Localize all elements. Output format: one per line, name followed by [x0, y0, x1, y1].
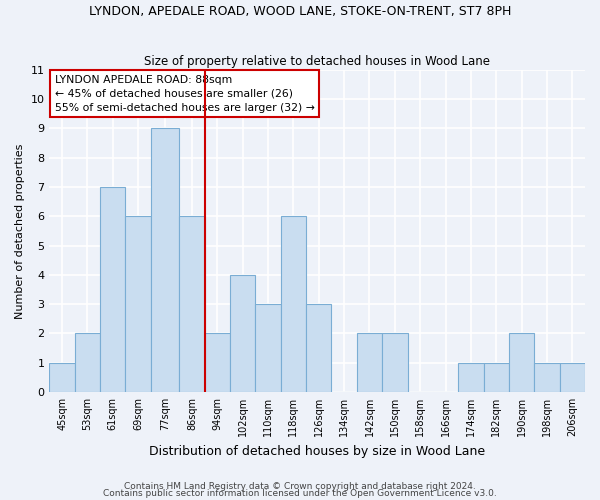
- Bar: [256, 304, 281, 392]
- Text: LYNDON APEDALE ROAD: 88sqm
← 45% of detached houses are smaller (26)
55% of semi: LYNDON APEDALE ROAD: 88sqm ← 45% of deta…: [55, 74, 314, 112]
- Bar: [357, 334, 382, 392]
- Bar: [179, 216, 205, 392]
- Bar: [230, 275, 256, 392]
- Bar: [205, 334, 230, 392]
- Bar: [75, 334, 100, 392]
- Bar: [100, 187, 125, 392]
- Title: Size of property relative to detached houses in Wood Lane: Size of property relative to detached ho…: [144, 56, 490, 68]
- Bar: [509, 334, 534, 392]
- Text: LYNDON, APEDALE ROAD, WOOD LANE, STOKE-ON-TRENT, ST7 8PH: LYNDON, APEDALE ROAD, WOOD LANE, STOKE-O…: [89, 5, 511, 18]
- Bar: [49, 362, 75, 392]
- Text: Contains public sector information licensed under the Open Government Licence v3: Contains public sector information licen…: [103, 489, 497, 498]
- X-axis label: Distribution of detached houses by size in Wood Lane: Distribution of detached houses by size …: [149, 444, 485, 458]
- Bar: [382, 334, 407, 392]
- Y-axis label: Number of detached properties: Number of detached properties: [15, 143, 25, 318]
- Bar: [281, 216, 306, 392]
- Bar: [534, 362, 560, 392]
- Bar: [151, 128, 179, 392]
- Bar: [484, 362, 509, 392]
- Bar: [560, 362, 585, 392]
- Bar: [125, 216, 151, 392]
- Text: Contains HM Land Registry data © Crown copyright and database right 2024.: Contains HM Land Registry data © Crown c…: [124, 482, 476, 491]
- Bar: [458, 362, 484, 392]
- Bar: [306, 304, 331, 392]
